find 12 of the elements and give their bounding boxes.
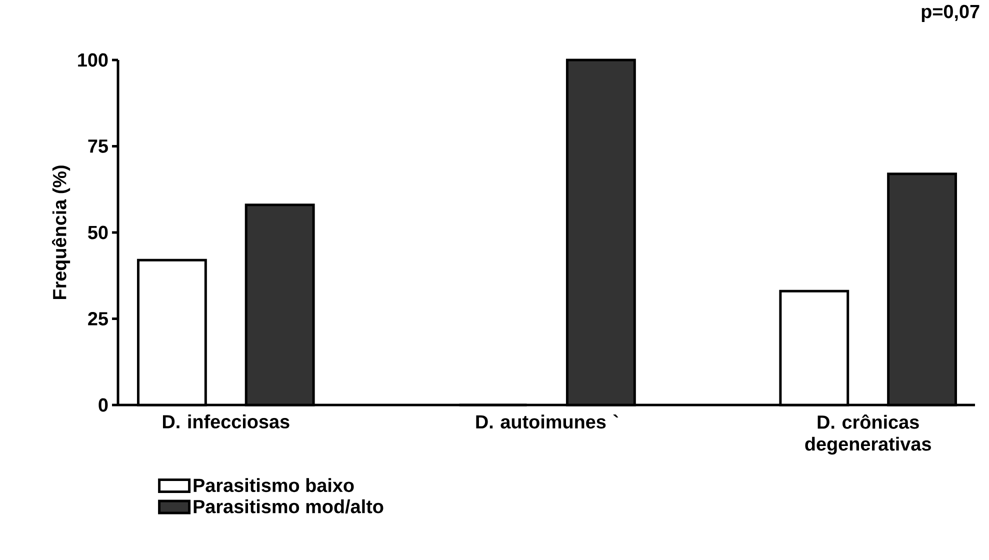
legend-label: Parasitismo mod/alto [194, 499, 384, 514]
y-tick-label: 50 [88, 226, 108, 240]
x-tick-label: D. infecciosas [162, 414, 290, 428]
y-tick-label: 100 [78, 53, 108, 67]
legend-label: Parasitismo baixo [194, 478, 354, 492]
text: p=0,07 [922, 4, 980, 22]
x-tick-label: D. autoimunes ` [476, 414, 618, 429]
y-axis-title: Frequência (%) [52, 166, 70, 300]
y-tick-label: 75 [88, 140, 108, 153]
y-tick-label: 25 [88, 312, 108, 326]
y-tick-label: 0 [98, 398, 108, 412]
x-tick-label: D. crônicas degenerativas [805, 414, 931, 455]
